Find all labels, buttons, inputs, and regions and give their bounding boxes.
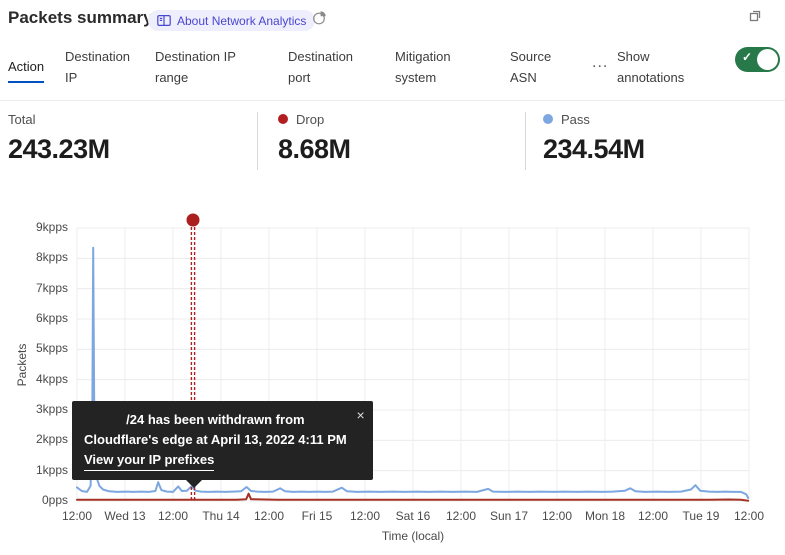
y-tick-label: 6kpps [35,311,68,325]
y-tick-label: 2kpps [35,432,68,447]
drop-line [76,492,750,502]
tab-label: Action [8,56,45,83]
about-network-analytics-badge[interactable]: About Network Analytics [148,10,316,31]
y-tick-label: 8kpps [35,250,68,265]
view-ip-prefixes-link[interactable]: View your IP prefixes [84,450,215,471]
y-tick-label: 9kpps [35,220,68,234]
close-icon[interactable]: × [356,407,365,423]
x-tick-label: 12:00 [157,509,189,523]
stat-value: 8.68M [278,134,351,164]
book-icon [157,14,171,27]
stat-label: Total [8,111,110,127]
tab-label: Source ASN [510,49,552,85]
show-annotations-toggle[interactable]: ✓ [735,47,780,72]
x-tick-label: 12:00 [637,509,669,523]
x-tick-label: Sat 16 [395,509,431,523]
tab-label: Destination IP range [155,49,236,85]
annotation-tooltip: × /24 has been withdrawn from Cloudflare… [72,401,373,488]
x-tick-label: 12:00 [253,509,285,523]
tab-destination-ip-range[interactable]: Destination IP range [155,46,257,88]
divider [525,112,526,170]
stat-label-text: Total [8,111,36,127]
toggle-knob [757,49,778,70]
badge-label: About Network Analytics [177,13,307,28]
x-tick-label: Sun 17 [489,509,529,523]
stat-label: Drop [278,111,351,127]
x-tick-label: Tue 19 [682,509,720,523]
tooltip-line2: Cloudflare's edge at April 13, 2022 4:11… [84,432,347,447]
tab-source-asn[interactable]: Source ASN [510,46,570,88]
x-tick-label: Thu 14 [202,509,240,523]
y-tick-label: 0pps [41,493,68,507]
tab-label: Destination port [288,49,354,85]
tab-action[interactable]: Action [8,56,45,83]
y-tick-label: 5kpps [35,341,68,356]
tab-destination-ip[interactable]: Destination IP [65,46,140,88]
stat-label: Pass [543,111,645,127]
stat-pass: Pass 234.54M [543,111,645,165]
y-tick-label: 7kpps [35,280,68,295]
x-tick-label: Wed 13 [104,509,146,523]
tabs-bar: Action Destination IP Destination IP range… [0,0,785,100]
stat-value: 243.23M [8,134,110,164]
y-tick-label: 4kpps [35,371,68,386]
x-tick-label: 12:00 [445,509,477,523]
x-tick-label: Fri 15 [301,509,333,523]
divider [0,100,785,101]
drop-legend-dot [278,114,288,124]
show-annotations-label: Show annotations [617,49,685,85]
tab-label: Mitigation system [395,49,451,85]
stat-value: 234.54M [543,134,645,164]
stat-total: Total 243.23M [8,111,110,165]
divider [257,112,258,170]
tab-mitigation-system[interactable]: Mitigation system [395,46,475,88]
tab-label: Destination IP [65,49,131,85]
pass-line [76,246,750,499]
page-title: Packets summary [8,8,153,27]
y-tick-label: 3kpps [35,402,68,416]
window-restore-icon[interactable] [748,8,763,28]
more-tabs-button[interactable]: ... [592,54,609,71]
stat-drop: Drop 8.68M [278,111,351,165]
tab-destination-port[interactable]: Destination port [288,46,370,88]
pie-chart-icon [312,10,327,31]
stat-label-text: Pass [561,111,590,127]
x-axis-title: Time (local) [381,529,445,543]
pass-legend-dot [543,114,553,124]
x-tick-label: 12:00 [61,509,93,523]
tooltip-line1: /24 has been withdrawn from [126,412,305,427]
y-tick-label: 1kpps [35,462,68,477]
stat-label-text: Drop [296,111,325,127]
tooltip-arrow [185,479,203,488]
x-tick-label: 12:00 [349,509,381,523]
check-icon: ✓ [742,50,753,64]
annotation-marker[interactable] [186,213,200,227]
x-tick-label: 12:00 [733,509,765,523]
y-axis-title: Packets [15,343,29,387]
x-tick-label: Mon 18 [584,509,626,523]
x-tick-label: 12:00 [541,509,573,523]
packets-chart [76,213,750,502]
